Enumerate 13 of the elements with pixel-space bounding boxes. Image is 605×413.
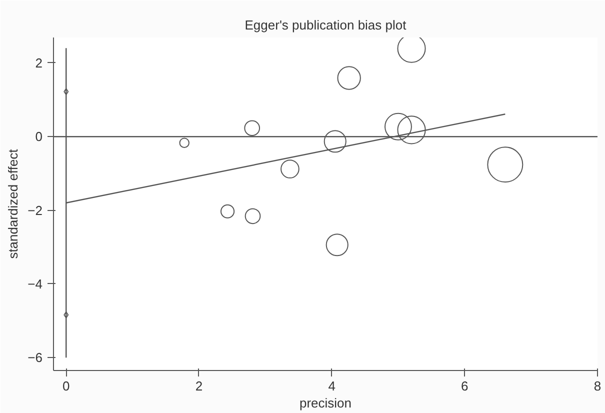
x-tick-label: 0 <box>62 378 70 394</box>
chart-title: Egger's publication bias plot <box>244 18 407 32</box>
y-axis-title: standardized effect <box>6 148 21 259</box>
x-tick-label: 2 <box>195 378 203 394</box>
y-tick-label: 0 <box>35 129 43 144</box>
x-axis-title: precision <box>299 396 352 410</box>
x-tick-label: 4 <box>328 378 336 394</box>
x-tick-label: 8 <box>594 378 602 394</box>
y-tick-label: −2 <box>28 202 43 218</box>
x-tick-label: 6 <box>461 378 468 394</box>
y-tick-label: 2 <box>35 55 43 70</box>
y-tick-label: −4 <box>28 276 43 292</box>
y-tick-label: −6 <box>28 350 43 366</box>
